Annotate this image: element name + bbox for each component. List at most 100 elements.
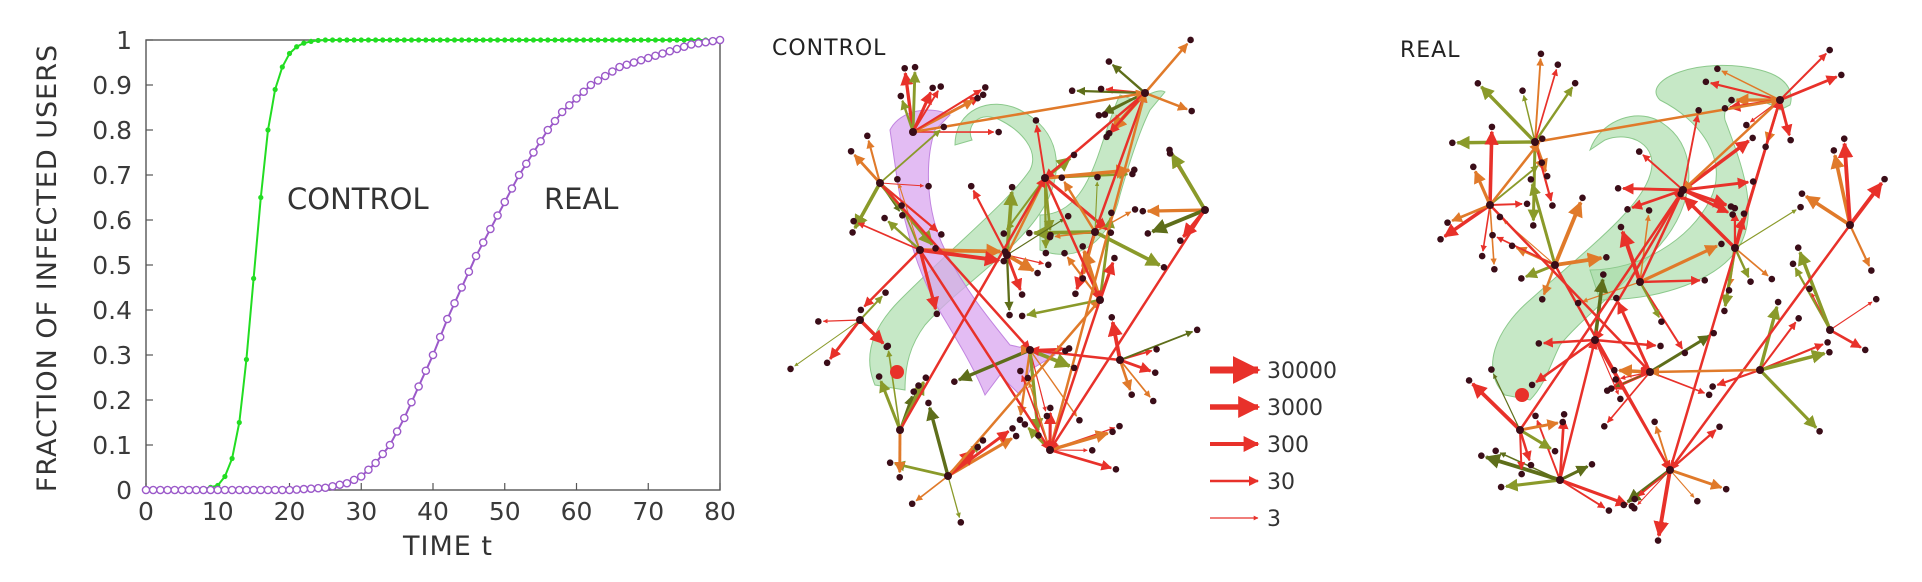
data-point bbox=[595, 37, 601, 43]
control-node bbox=[925, 182, 932, 190]
control-node bbox=[932, 244, 939, 252]
real-edge bbox=[1489, 204, 1651, 373]
y-tick-label: 0.6 bbox=[92, 206, 132, 235]
control-node bbox=[1112, 466, 1120, 473]
data-point bbox=[365, 37, 372, 43]
control-edge bbox=[886, 350, 901, 431]
data-point bbox=[559, 37, 565, 43]
data-point bbox=[428, 350, 438, 360]
real-edge bbox=[1669, 468, 1723, 490]
y-axis-ticks: 0 0.1 0.2 0.3 0.4 0.5 0.6 0.7 0.8 0.9 1 bbox=[92, 26, 153, 505]
control-node bbox=[864, 132, 871, 140]
data-point bbox=[509, 37, 515, 43]
real-node bbox=[1624, 206, 1631, 213]
control-node bbox=[901, 64, 908, 72]
real-node bbox=[1677, 190, 1685, 198]
control-edge bbox=[918, 249, 939, 311]
data-point bbox=[450, 298, 459, 308]
control-network-title: CONTROL bbox=[772, 36, 886, 61]
control-node bbox=[1016, 416, 1024, 424]
real-node bbox=[1532, 412, 1539, 420]
control-node bbox=[1151, 369, 1159, 376]
real-edge bbox=[1517, 429, 1526, 470]
data-point bbox=[148, 485, 158, 495]
control-edge bbox=[1048, 209, 1207, 451]
data-point bbox=[344, 37, 350, 43]
real-edge bbox=[1527, 141, 1540, 222]
data-point bbox=[329, 37, 336, 43]
real-hub-node bbox=[1531, 138, 1539, 146]
data-point bbox=[550, 116, 560, 126]
x-tick-label: 50 bbox=[489, 497, 521, 526]
real-node bbox=[1496, 213, 1504, 221]
data-point bbox=[263, 485, 273, 495]
real-edge bbox=[1734, 247, 1769, 277]
control-edge bbox=[829, 319, 862, 360]
real-node bbox=[1600, 423, 1608, 430]
real-node bbox=[1635, 148, 1643, 155]
control-edge bbox=[918, 249, 1052, 451]
control-node bbox=[886, 459, 894, 467]
real-edge bbox=[1473, 170, 1492, 206]
real-edge bbox=[1559, 479, 1606, 509]
control-node bbox=[1193, 326, 1201, 334]
real-node bbox=[1768, 275, 1776, 283]
real-node bbox=[1749, 178, 1757, 185]
series-real bbox=[141, 35, 725, 495]
real-node bbox=[1868, 267, 1875, 274]
control-node bbox=[1079, 275, 1087, 282]
control-node bbox=[1021, 421, 1029, 428]
data-point bbox=[364, 465, 373, 475]
real-edge bbox=[1534, 68, 1558, 143]
real-edge bbox=[1443, 203, 1491, 238]
data-point bbox=[636, 55, 646, 65]
control-node bbox=[1042, 249, 1050, 257]
control-edge bbox=[1043, 177, 1055, 232]
real-node bbox=[1527, 461, 1535, 469]
control-edge bbox=[1144, 42, 1189, 94]
real-edge bbox=[1518, 189, 1685, 431]
real-node bbox=[1826, 46, 1833, 54]
real-edge bbox=[1504, 478, 1561, 492]
real-node bbox=[1840, 135, 1848, 142]
real-edge bbox=[1683, 196, 1737, 250]
real-node bbox=[1747, 278, 1754, 286]
real-nodes bbox=[1437, 46, 1888, 544]
control-edge bbox=[1029, 349, 1078, 417]
real-node bbox=[1613, 294, 1620, 302]
real-node bbox=[1543, 172, 1551, 180]
real-node bbox=[1449, 139, 1456, 147]
control-hub-node bbox=[1041, 174, 1049, 182]
control-node bbox=[1116, 422, 1123, 430]
x-tick-label: 60 bbox=[561, 497, 593, 526]
control-edge bbox=[1119, 359, 1151, 398]
control-node bbox=[1177, 237, 1184, 244]
data-point bbox=[674, 37, 680, 43]
data-point bbox=[408, 37, 415, 43]
control-edge bbox=[1029, 346, 1121, 362]
data-point bbox=[573, 37, 580, 43]
real-node bbox=[1716, 423, 1723, 431]
data-point bbox=[358, 37, 364, 43]
real-hub-node bbox=[1516, 426, 1524, 434]
real-edge bbox=[1621, 182, 1684, 195]
control-node bbox=[1070, 364, 1078, 372]
control-node bbox=[1006, 311, 1013, 319]
real-edge bbox=[1493, 373, 1521, 431]
real-edge bbox=[1668, 224, 1852, 471]
real-hub-node bbox=[1551, 261, 1559, 269]
control-node bbox=[951, 378, 958, 386]
real-node bbox=[1489, 231, 1496, 239]
data-point bbox=[220, 485, 230, 495]
real-network-title: REAL bbox=[1400, 38, 1461, 63]
data-point bbox=[694, 39, 703, 48]
data-point bbox=[516, 37, 522, 43]
data-point bbox=[629, 58, 639, 67]
y-tick-label: 0.7 bbox=[92, 161, 132, 190]
data-point bbox=[301, 40, 307, 46]
data-point bbox=[243, 356, 250, 363]
control-hub-node bbox=[1003, 251, 1011, 259]
real-edge bbox=[1536, 419, 1561, 481]
real-node bbox=[1695, 107, 1702, 114]
data-point bbox=[493, 211, 502, 220]
